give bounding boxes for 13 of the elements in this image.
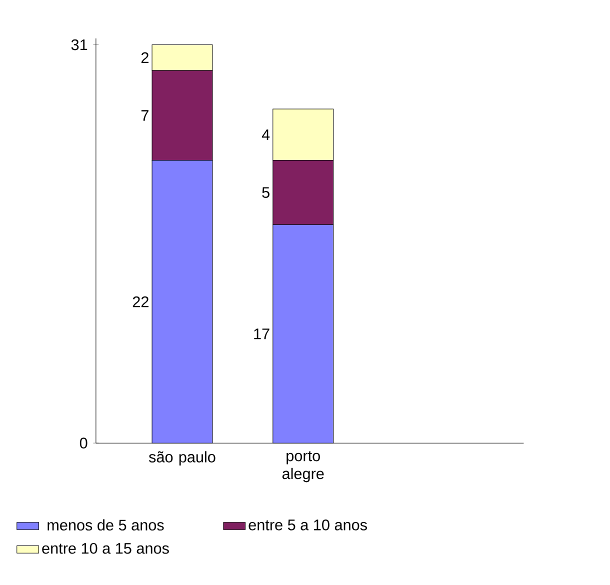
legend-label: menos de 5 anos bbox=[48, 519, 164, 531]
x-tick-label: porto alegre bbox=[282, 451, 324, 482]
y-tick-label: 0 bbox=[80, 438, 88, 448]
x-tick-label: são paulo bbox=[148, 451, 216, 466]
y-tick-label: 31 bbox=[71, 39, 88, 50]
data-label: 2 bbox=[141, 52, 148, 63]
data-label: 17 bbox=[254, 328, 270, 340]
data-label: 5 bbox=[262, 187, 270, 198]
data-label: 7 bbox=[141, 110, 148, 121]
legend-label: entre 5 a 10 anos bbox=[248, 519, 367, 530]
data-label: 22 bbox=[132, 296, 148, 308]
data-label: 4 bbox=[262, 129, 270, 140]
legend-label: entre 10 a 15 anos bbox=[42, 542, 169, 554]
